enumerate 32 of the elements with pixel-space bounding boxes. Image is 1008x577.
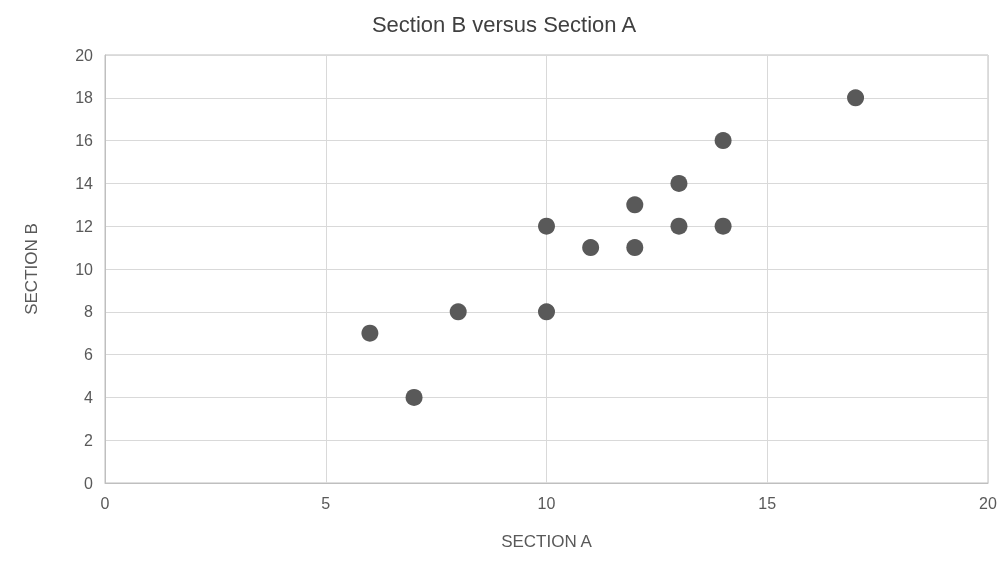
x-tick-label: 10 [537, 494, 556, 512]
y-tick-label: 10 [75, 260, 94, 278]
chart-title: Section B versus Section A [371, 11, 637, 37]
y-tick-label: 6 [84, 346, 94, 364]
point [538, 217, 555, 235]
point [626, 239, 644, 257]
point [405, 388, 423, 406]
point [714, 132, 732, 150]
y-tick-label: 18 [75, 89, 94, 107]
point [714, 217, 732, 235]
y-tick-label: 12 [75, 217, 94, 235]
point [361, 324, 379, 342]
x-tick-label: 20 [979, 494, 997, 512]
x-tick-label: 5 [321, 494, 331, 512]
point [538, 303, 555, 321]
point [670, 217, 688, 235]
y-tick-label: 4 [84, 388, 94, 406]
y-axis-title: SECTION B [22, 223, 41, 315]
y-tick-label: 20 [75, 46, 94, 64]
y-tick-label: 2 [84, 431, 94, 449]
y-tick-label: 14 [75, 174, 94, 192]
y-tick-label: 16 [75, 132, 94, 150]
point [670, 174, 688, 192]
point [449, 303, 467, 321]
point [847, 89, 865, 107]
x-tick-label: 0 [100, 494, 110, 512]
point [582, 239, 600, 257]
x-axis-title: SECTION A [501, 532, 593, 551]
x-tick-label: 15 [758, 494, 777, 512]
y-tick-label: 8 [84, 303, 94, 321]
y-tick-label: 0 [84, 474, 94, 492]
point [626, 196, 644, 214]
